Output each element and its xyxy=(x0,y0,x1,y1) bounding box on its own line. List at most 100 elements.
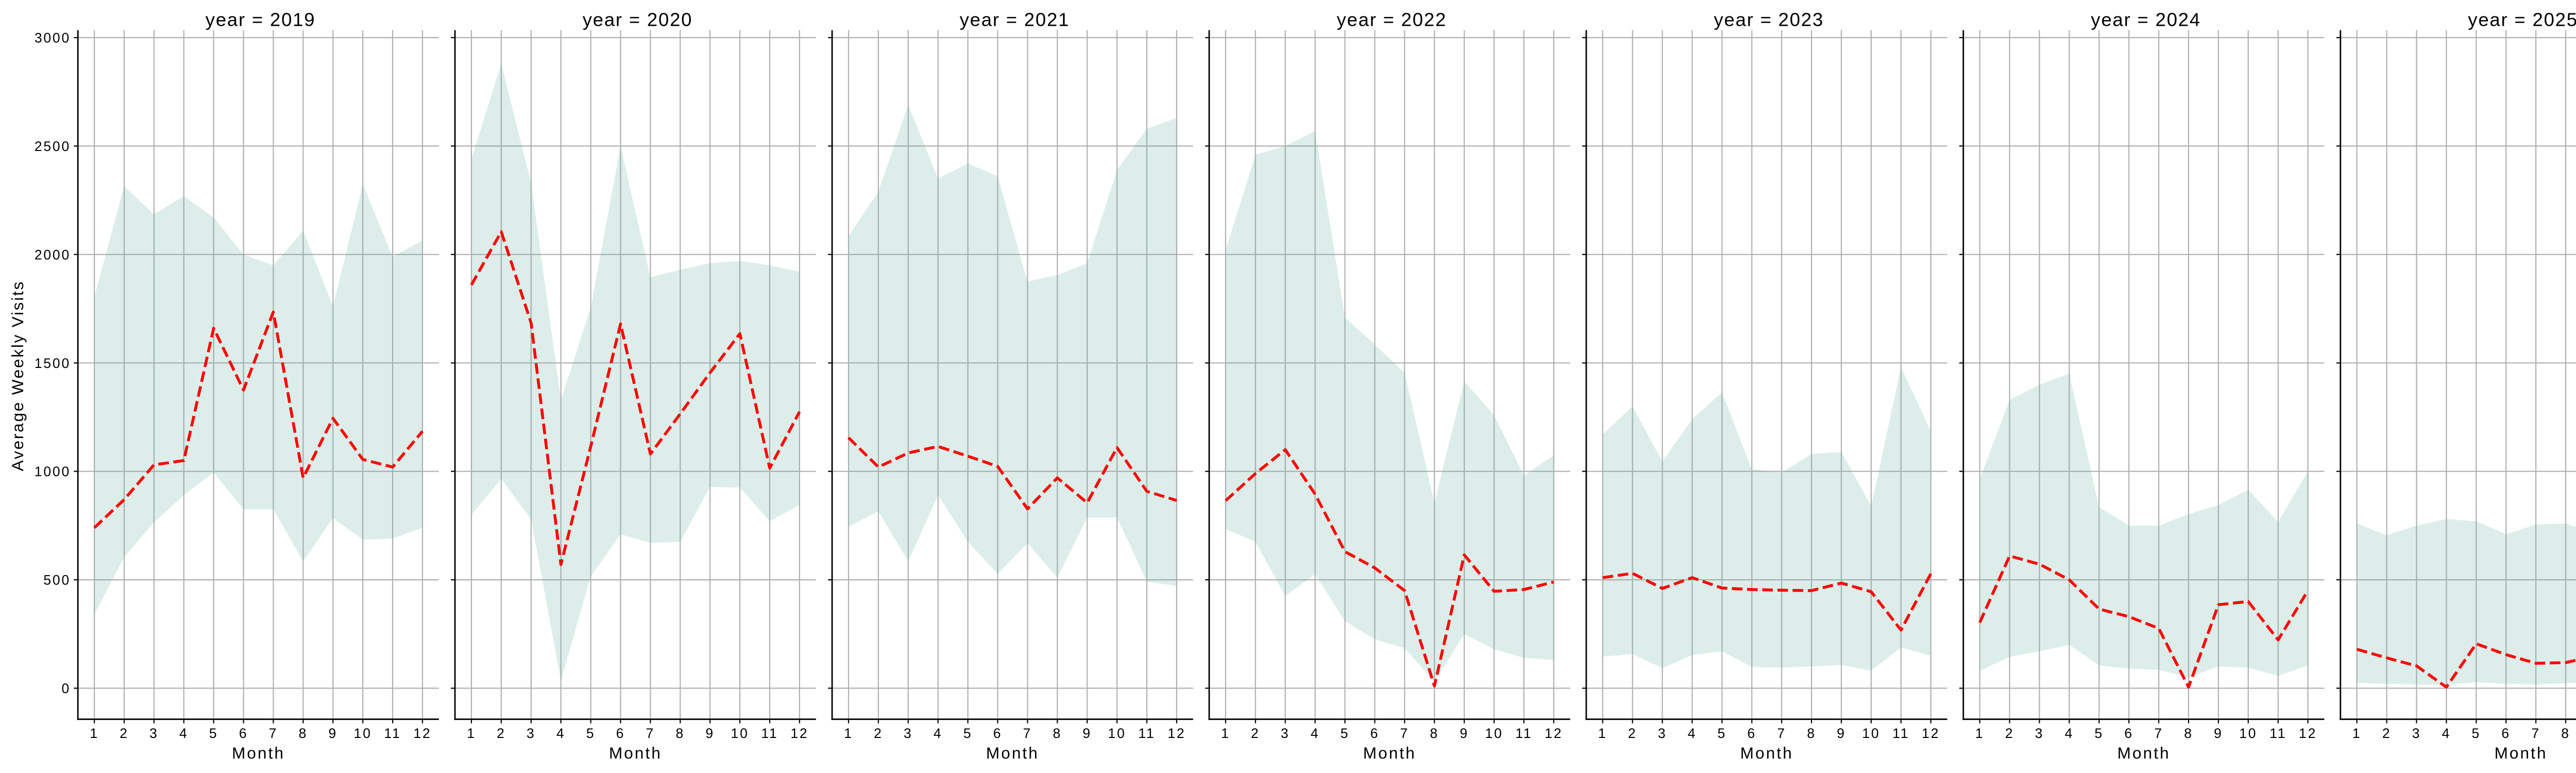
svg-text:12: 12 xyxy=(413,726,431,741)
svg-text:5: 5 xyxy=(1341,726,1350,741)
svg-text:1: 1 xyxy=(844,726,853,741)
svg-text:4: 4 xyxy=(2065,726,2074,741)
svg-text:Month: Month xyxy=(609,744,662,762)
svg-text:year = 2019: year = 2019 xyxy=(206,9,316,30)
svg-text:10: 10 xyxy=(1862,726,1880,741)
svg-text:6: 6 xyxy=(1748,726,1757,741)
svg-text:3: 3 xyxy=(527,726,536,741)
svg-text:11: 11 xyxy=(1892,726,1909,741)
svg-text:3: 3 xyxy=(1658,726,1667,741)
svg-text:Month: Month xyxy=(1740,744,1793,762)
svg-text:5: 5 xyxy=(2095,726,2104,741)
svg-text:4: 4 xyxy=(2442,726,2451,741)
svg-text:8: 8 xyxy=(676,726,685,741)
svg-text:7: 7 xyxy=(1777,726,1786,741)
svg-text:3: 3 xyxy=(2412,726,2421,741)
svg-text:7: 7 xyxy=(2531,726,2540,741)
svg-text:10: 10 xyxy=(1485,726,1503,741)
svg-text:8: 8 xyxy=(2184,726,2193,741)
svg-text:7: 7 xyxy=(1400,726,1410,741)
svg-text:5: 5 xyxy=(209,726,218,741)
svg-text:4: 4 xyxy=(934,726,943,741)
svg-text:Month: Month xyxy=(986,744,1039,762)
svg-text:1500: 1500 xyxy=(35,356,71,371)
svg-text:8: 8 xyxy=(1430,726,1439,741)
svg-text:5: 5 xyxy=(1718,726,1727,741)
svg-text:7: 7 xyxy=(646,726,655,741)
svg-text:7: 7 xyxy=(269,726,278,741)
svg-text:12: 12 xyxy=(1545,726,1563,741)
svg-text:6: 6 xyxy=(2124,726,2133,741)
svg-text:2: 2 xyxy=(2005,726,2014,741)
svg-text:6: 6 xyxy=(2501,726,2511,741)
svg-text:10: 10 xyxy=(731,726,749,741)
svg-text:4: 4 xyxy=(179,726,189,741)
svg-text:12: 12 xyxy=(790,726,808,741)
svg-text:1: 1 xyxy=(2352,726,2362,741)
svg-text:8: 8 xyxy=(299,726,308,741)
svg-text:6: 6 xyxy=(239,726,248,741)
svg-text:11: 11 xyxy=(384,726,401,741)
svg-text:1: 1 xyxy=(1975,726,1985,741)
svg-text:3: 3 xyxy=(904,726,913,741)
svg-text:year = 2022: year = 2022 xyxy=(1336,9,1447,30)
svg-text:3000: 3000 xyxy=(35,30,71,46)
svg-text:4: 4 xyxy=(1688,726,1697,741)
svg-text:5: 5 xyxy=(963,726,973,741)
svg-text:12: 12 xyxy=(1167,726,1185,741)
svg-text:5: 5 xyxy=(586,726,596,741)
svg-text:Month: Month xyxy=(2495,744,2548,762)
svg-text:7: 7 xyxy=(2154,726,2163,741)
svg-text:9: 9 xyxy=(1460,726,1469,741)
svg-text:year = 2025: year = 2025 xyxy=(2468,9,2576,30)
svg-text:5: 5 xyxy=(2472,726,2481,741)
svg-text:10: 10 xyxy=(1108,726,1126,741)
svg-text:8: 8 xyxy=(2561,726,2570,741)
svg-text:9: 9 xyxy=(329,726,338,741)
svg-text:3: 3 xyxy=(2035,726,2044,741)
svg-text:year = 2024: year = 2024 xyxy=(2091,9,2201,30)
svg-text:9: 9 xyxy=(2214,726,2223,741)
svg-text:10: 10 xyxy=(2239,726,2257,741)
svg-text:6: 6 xyxy=(993,726,1003,741)
svg-text:8: 8 xyxy=(1053,726,1062,741)
svg-text:2: 2 xyxy=(1251,726,1260,741)
svg-text:0: 0 xyxy=(61,681,71,696)
svg-text:1: 1 xyxy=(467,726,476,741)
svg-text:10: 10 xyxy=(354,726,372,741)
svg-text:500: 500 xyxy=(43,573,71,588)
svg-text:2: 2 xyxy=(2382,726,2392,741)
svg-text:3: 3 xyxy=(1281,726,1290,741)
svg-text:12: 12 xyxy=(1922,726,1940,741)
svg-text:1000: 1000 xyxy=(35,464,71,479)
svg-text:12: 12 xyxy=(2299,726,2317,741)
svg-text:1: 1 xyxy=(90,726,99,741)
svg-text:7: 7 xyxy=(1023,726,1032,741)
svg-text:year = 2023: year = 2023 xyxy=(1714,9,1824,30)
svg-text:9: 9 xyxy=(1837,726,1846,741)
svg-text:4: 4 xyxy=(556,726,566,741)
svg-text:11: 11 xyxy=(761,726,778,741)
svg-text:2: 2 xyxy=(874,726,883,741)
svg-text:9: 9 xyxy=(1082,726,1092,741)
svg-text:11: 11 xyxy=(1515,726,1532,741)
svg-text:Month: Month xyxy=(232,744,285,762)
svg-text:year = 2021: year = 2021 xyxy=(960,9,1070,30)
svg-text:2: 2 xyxy=(120,726,129,741)
svg-text:4: 4 xyxy=(1311,726,1320,741)
svg-text:11: 11 xyxy=(1138,726,1155,741)
svg-text:3: 3 xyxy=(149,726,159,741)
svg-text:2000: 2000 xyxy=(35,247,71,262)
svg-text:1: 1 xyxy=(1221,726,1230,741)
svg-text:Month: Month xyxy=(1363,744,1416,762)
svg-text:11: 11 xyxy=(2269,726,2286,741)
svg-text:6: 6 xyxy=(616,726,625,741)
svg-text:2500: 2500 xyxy=(35,139,71,154)
svg-text:6: 6 xyxy=(1370,726,1380,741)
svg-text:Month: Month xyxy=(2117,744,2171,762)
svg-text:8: 8 xyxy=(1807,726,1816,741)
svg-text:year = 2020: year = 2020 xyxy=(583,9,693,30)
svg-text:9: 9 xyxy=(705,726,715,741)
svg-text:2: 2 xyxy=(1628,726,1637,741)
svg-text:Average Weekly Visits: Average Weekly Visits xyxy=(8,280,27,471)
